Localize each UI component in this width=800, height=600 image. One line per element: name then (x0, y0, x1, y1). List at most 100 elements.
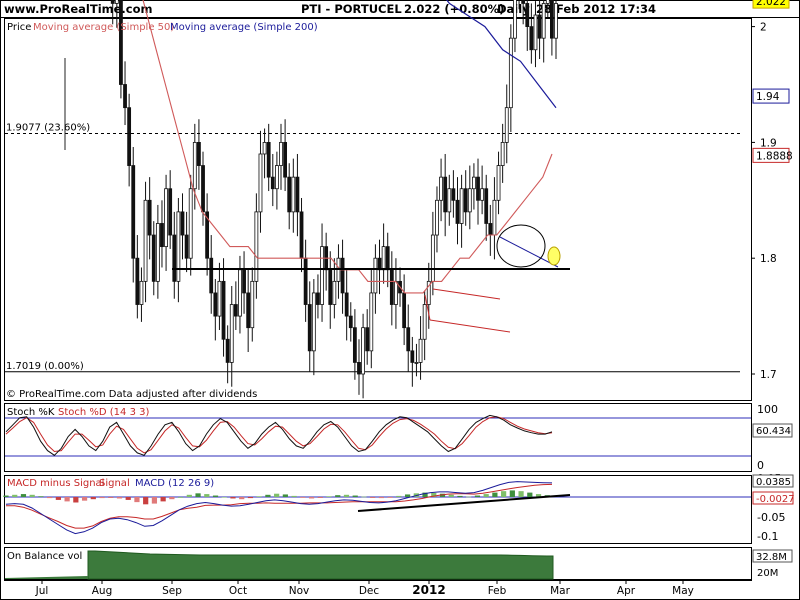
macd-histogram-bar (308, 497, 315, 499)
price-bar-body (476, 176, 480, 201)
macd-histogram-bar (291, 495, 297, 497)
price-bar-body (447, 188, 452, 213)
legend-stoch-k: Stoch %K (7, 407, 55, 418)
price-bar-body (373, 257, 378, 294)
macd-tick-minus-0-1: -0.1 (757, 530, 778, 543)
legend-sma50: Moving average (Simple 50) (33, 22, 174, 33)
price-bar-body (135, 257, 140, 305)
stoch-last-value: 60.434 (756, 426, 791, 437)
price-bar-body (529, 26, 534, 51)
macd-histogram-bar (501, 491, 507, 497)
stochastic-panel (4, 403, 752, 472)
price-bar-body (283, 141, 288, 178)
price-bar-body (545, 0, 550, 4)
price-bar-body (225, 338, 230, 363)
price-bar-body (496, 165, 501, 201)
price-bar-body (155, 223, 160, 282)
price-bar-body (357, 362, 361, 375)
price-bar-body (110, 0, 115, 4)
price-bar-body (119, 0, 123, 85)
price-bar-body (435, 199, 439, 236)
macd-histogram-bar (317, 497, 323, 498)
macd-histogram-bar (125, 497, 131, 500)
instrument-title: PTI - PORTUCEL (301, 2, 402, 16)
price-bar-body (209, 257, 214, 294)
macd-tick-minus-0-05: -0.05 (757, 511, 785, 524)
macd-histogram-bar (466, 496, 472, 498)
macd-histogram-bar (352, 495, 358, 497)
price-last-value: 1.94 (756, 91, 780, 103)
price-tick-label: 2 (760, 22, 767, 34)
macd-histogram-bar (474, 495, 481, 497)
macd-histogram-bar (300, 497, 306, 498)
price-bar-body (549, 0, 554, 39)
price-bar-body (385, 246, 390, 271)
macd-histogram-bar (396, 495, 402, 497)
site-name: www.ProRealTime.com (4, 2, 153, 16)
macd-histogram-bar (151, 497, 158, 504)
macd-trendline (357, 494, 571, 512)
price-bar-body (184, 234, 189, 259)
price-bar-body (246, 292, 251, 329)
price-bar-body (291, 176, 296, 213)
price-last-box (752, 147, 790, 163)
stoch-d-line (5, 416, 553, 454)
macd-histogram-bar (247, 497, 254, 499)
macd-histogram-bar (527, 492, 533, 497)
macd-histogram-bar (457, 495, 463, 497)
macd-histogram-bar (422, 492, 428, 497)
price-bar-body (369, 292, 374, 352)
macd-histogram-bar (195, 493, 201, 497)
price-bar-body (303, 257, 308, 305)
price-bar-body (131, 165, 136, 259)
price-bar-body (114, 0, 119, 4)
macd-histogram-bar (221, 497, 227, 498)
macd-histogram-bar (518, 491, 524, 497)
macd-histogram-bar (378, 497, 384, 499)
price-bar-body (262, 141, 267, 155)
macd-histogram-bar (448, 494, 454, 497)
x-tick-label: Sep (162, 585, 182, 597)
channel-top-line (432, 288, 501, 300)
macd-histogram-bar (178, 497, 184, 498)
price-bar-body (406, 327, 411, 352)
macd-histogram-bar (265, 494, 271, 497)
macd-last-value: 0.0385 (756, 477, 791, 488)
price-bar-body (484, 188, 489, 224)
price-bar-body (307, 304, 312, 352)
price-bar-body (233, 304, 238, 317)
price-bar-body (410, 350, 415, 363)
price-bar-body (430, 234, 435, 282)
price-bar-body (328, 269, 333, 305)
price-bar-body (537, 14, 542, 39)
macd-panel (4, 475, 752, 544)
price-bar-body (316, 292, 320, 305)
price-bar-body (180, 211, 185, 236)
x-tick-label: Nov (289, 585, 310, 597)
sma200-line (446, 0, 557, 109)
price-bar-body (365, 327, 370, 352)
stoch-tick-100: 100 (757, 403, 778, 416)
x-tick-label: May (672, 585, 694, 597)
price-bar-body (508, 37, 513, 109)
price-bar-body (488, 223, 493, 236)
price-bar-body (414, 362, 419, 364)
macd-histogram-bar (204, 494, 210, 497)
price-bar-body (418, 338, 423, 363)
macd-histogram-bar (20, 494, 27, 497)
macd-histogram-bar (90, 497, 96, 500)
price-bar-body (266, 141, 271, 178)
macd-histogram-bar (492, 492, 498, 497)
macd-signal-last-value: -0.0027 (756, 494, 795, 505)
x-tick-label: Mar (550, 585, 570, 597)
channel-left-line (424, 294, 431, 321)
macd-histogram-bar (186, 494, 192, 497)
macd-histogram-bar (134, 497, 140, 503)
price-bar-body (274, 165, 279, 190)
macd-histogram-bar (116, 497, 123, 499)
price-bar-body (389, 269, 394, 305)
macd-histogram-bar (99, 497, 105, 499)
macd-histogram-bar (335, 495, 341, 497)
macd-histogram-bar (81, 497, 88, 501)
